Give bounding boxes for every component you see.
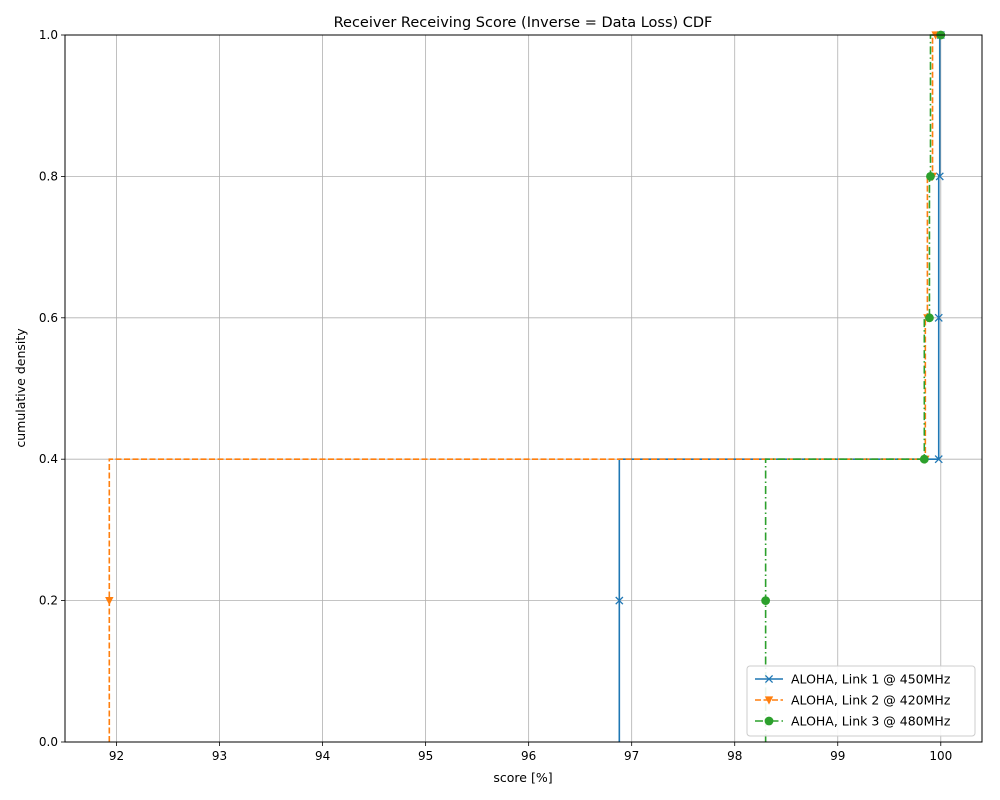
axis-ticks: 92 93 94 95 96 97 98 99 100 0.0 0.2 0.4 0.6 0.8 1.0: [39, 28, 952, 763]
marker-triangle-down: [105, 597, 114, 606]
legend-label-2: ALOHA, Link 2 @ 420MHz: [791, 693, 951, 708]
legend-label-1: ALOHA, Link 1 @ 450MHz: [791, 672, 951, 687]
marker-x: [935, 172, 944, 181]
x-tick-label: 93: [212, 749, 227, 763]
x-axis-label: score [%]: [493, 770, 552, 785]
x-tick-label: 92: [109, 749, 124, 763]
marker-x: [934, 455, 943, 464]
y-axis-label: cumulative density: [13, 328, 28, 448]
x-tick-label: 100: [929, 749, 952, 763]
series-markers: [105, 30, 946, 606]
y-tick-label: 0.6: [39, 311, 58, 325]
x-tick-label: 99: [830, 749, 845, 763]
marker-triangle-down: [764, 696, 774, 705]
legend-frame: [746, 665, 976, 737]
y-tick-label: 0.0: [39, 735, 58, 749]
marker-x: [764, 674, 774, 684]
plot-area-frame: [64, 34, 983, 743]
marker-circle: [925, 313, 934, 323]
chart-title: Receiver Receiving Score (Inverse = Data…: [334, 15, 713, 31]
x-tick-label: 95: [418, 749, 433, 763]
marker-x: [934, 313, 943, 322]
marker-circle: [926, 172, 935, 181]
x-tick-label: 97: [624, 749, 639, 763]
x-tick-label: 98: [727, 749, 742, 763]
y-tick-label: 0.2: [39, 594, 58, 608]
marker-circle: [919, 454, 929, 464]
legend: ALOHA, Link 1 @ 450MHz ALOHA, Link 2 @ 42…: [746, 665, 976, 737]
marker-x: [615, 596, 624, 605]
marker-circle: [761, 596, 771, 605]
y-tick-label: 0.4: [39, 452, 58, 466]
x-tick-label: 94: [315, 749, 330, 763]
x-tick-label: 96: [521, 749, 536, 763]
marker-circle: [764, 716, 774, 726]
legend-label-3: ALOHA, Link 3 @ 480MHz: [791, 714, 951, 729]
y-tick-label: 0.8: [39, 169, 58, 183]
y-tick-label: 1.0: [39, 28, 58, 42]
